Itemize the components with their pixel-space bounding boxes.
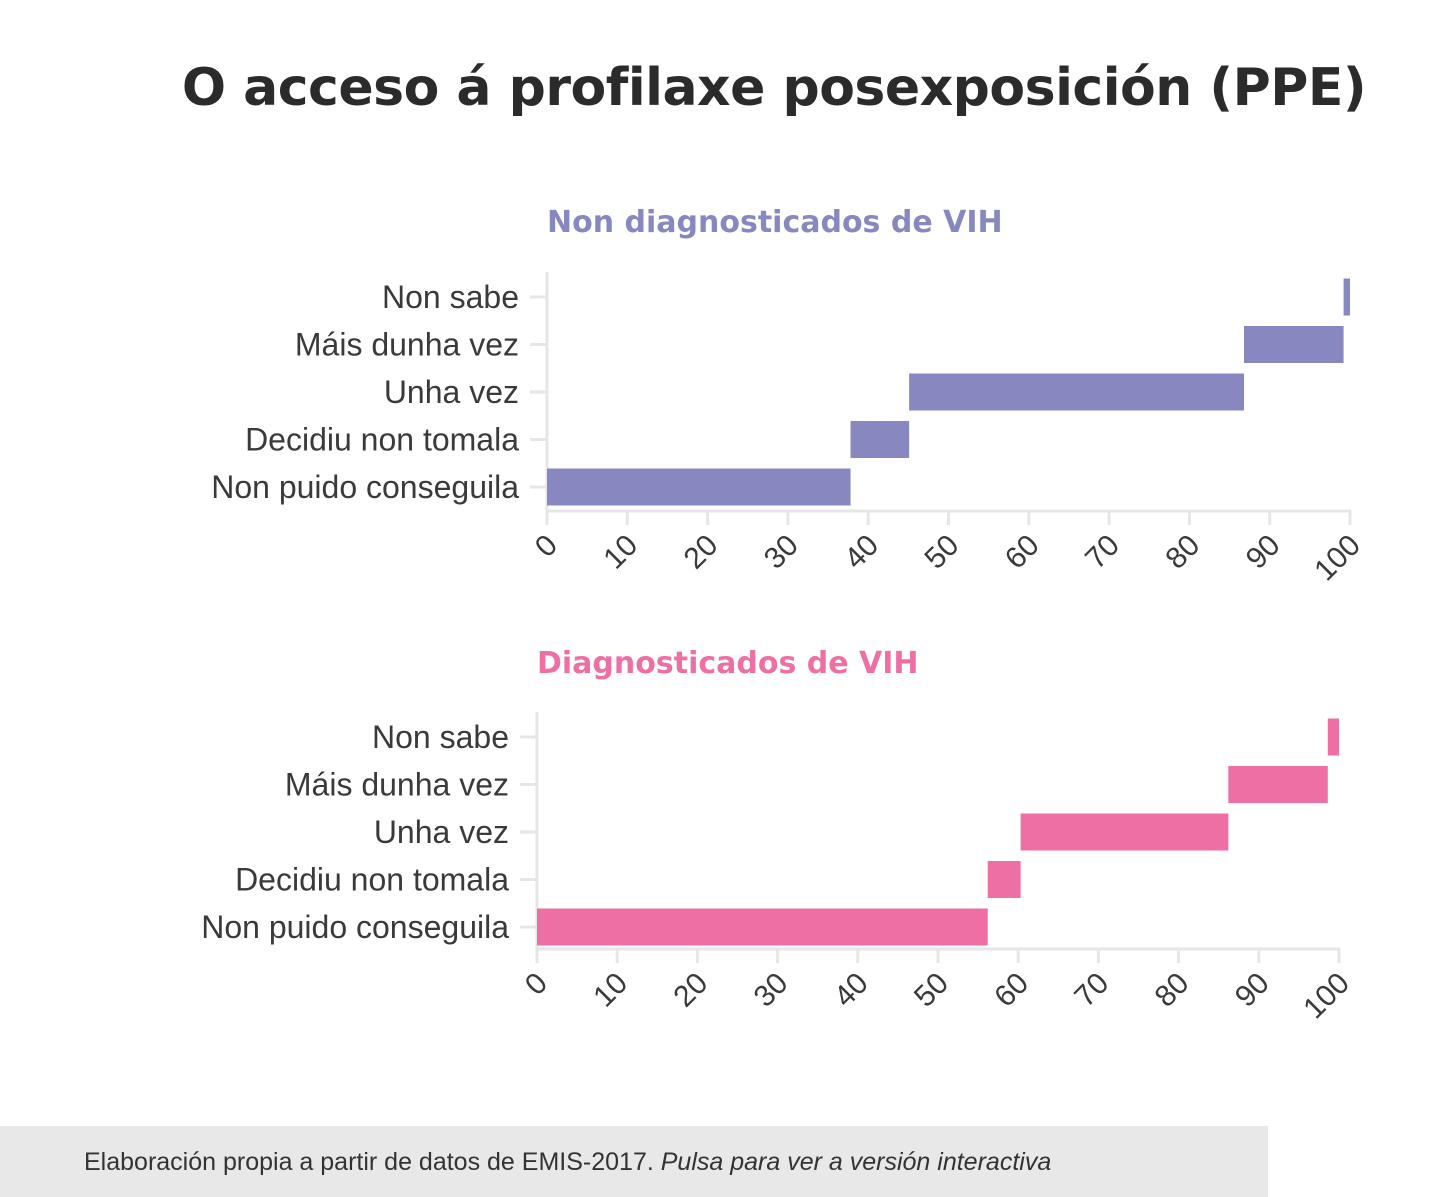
x-tick-label: 0 bbox=[529, 529, 564, 564]
x-tick-label: 50 bbox=[908, 967, 955, 1014]
x-tick-label: 40 bbox=[838, 529, 885, 576]
bar bbox=[1020, 813, 1229, 851]
source-note: Elaboración propia a partir de datos de … bbox=[84, 1148, 654, 1176]
y-tick-label: Non puido conseguila bbox=[201, 909, 509, 945]
bar bbox=[537, 908, 988, 946]
bar bbox=[987, 861, 1021, 898]
bar bbox=[547, 468, 851, 506]
interactive-link[interactable]: Pulsa para ver a versión interactiva bbox=[660, 1148, 1052, 1176]
chart-title: Diagnosticados de VIH bbox=[537, 646, 919, 681]
source-footer[interactable]: Elaboración propia a partir de datos de … bbox=[0, 1126, 1268, 1197]
x-tick-label: 20 bbox=[678, 529, 725, 576]
x-tick-label: 90 bbox=[1229, 967, 1276, 1014]
y-tick-label: Non puido conseguila bbox=[211, 469, 519, 505]
y-tick-label: Decidiu non tomala bbox=[245, 422, 519, 458]
chart-1: Non diagnosticados de VIH Non sabe Máis du… bbox=[211, 205, 1367, 587]
x-tick-label: 60 bbox=[988, 967, 1035, 1014]
bar bbox=[1244, 326, 1344, 363]
x-tick-label: 100 bbox=[1297, 967, 1356, 1026]
x-tick-label: 100 bbox=[1308, 529, 1367, 588]
x-tick-label: 10 bbox=[587, 967, 634, 1014]
x-tick-label: 70 bbox=[1068, 967, 1115, 1014]
x-tick-label: 60 bbox=[999, 529, 1046, 576]
y-tick-label: Máis dunha vez bbox=[295, 327, 519, 363]
x-tick-label: 30 bbox=[748, 967, 795, 1014]
chart-2: Diagnosticados de VIH Non sabe Máis dunha … bbox=[201, 646, 1356, 1025]
x-tick-label: 90 bbox=[1240, 529, 1287, 576]
y-tick-label: Unha vez bbox=[384, 374, 519, 410]
footer-text: Elaboración propia a partir de datos de … bbox=[84, 1148, 1051, 1177]
y-tick-label: Unha vez bbox=[374, 814, 509, 850]
bar bbox=[1228, 766, 1328, 803]
x-tick-label: 50 bbox=[919, 529, 966, 576]
y-tick-label: Decidiu non tomala bbox=[235, 862, 509, 898]
x-tick-label: 20 bbox=[667, 967, 714, 1014]
chart-title: Non diagnosticados de VIH bbox=[547, 205, 1003, 240]
y-tick-label: Non sabe bbox=[382, 279, 519, 315]
y-tick-label: Máis dunha vez bbox=[285, 767, 509, 803]
x-tick-label: 80 bbox=[1149, 967, 1196, 1014]
bar bbox=[909, 373, 1245, 411]
x-tick-label: 70 bbox=[1079, 529, 1126, 576]
bar bbox=[1343, 278, 1350, 316]
page-title: O acceso á profilaxe posexposición (PPE) bbox=[181, 58, 1367, 118]
x-tick-label: 40 bbox=[828, 967, 875, 1014]
bar bbox=[1327, 718, 1339, 756]
x-tick-label: 80 bbox=[1159, 529, 1206, 576]
x-tick-label: 0 bbox=[519, 967, 554, 1002]
x-tick-label: 10 bbox=[597, 529, 644, 576]
bar bbox=[850, 421, 910, 458]
y-tick-label: Non sabe bbox=[372, 719, 509, 755]
x-tick-label: 30 bbox=[758, 529, 805, 576]
